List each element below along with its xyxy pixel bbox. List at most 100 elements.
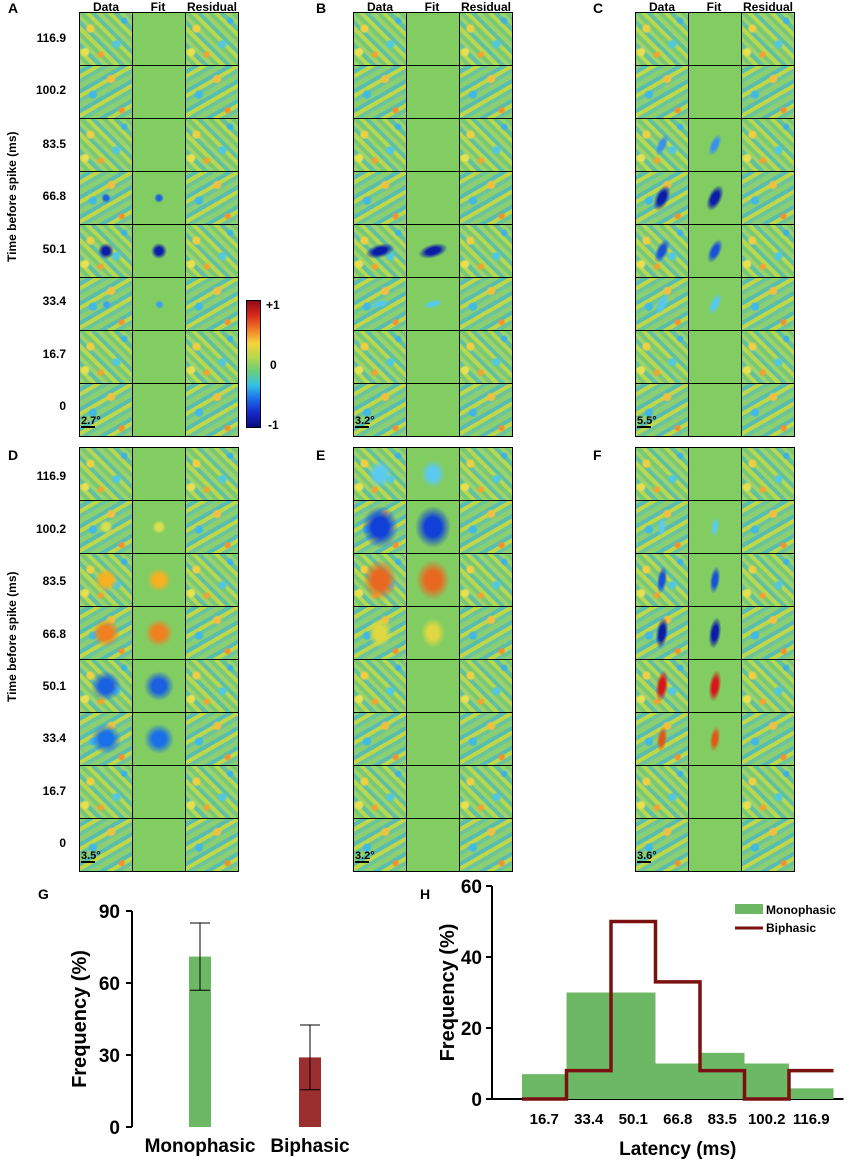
rf-cell-fit bbox=[689, 384, 741, 436]
rf-cell-residual bbox=[460, 501, 512, 553]
rf-cell-fit bbox=[133, 713, 185, 765]
rf-grid-b bbox=[353, 12, 513, 437]
hist-bar-monophasic bbox=[566, 992, 611, 1099]
rf-cell-residual bbox=[742, 713, 794, 765]
rf-blob bbox=[421, 618, 445, 648]
rf-cell-residual bbox=[186, 554, 238, 606]
rf-cell-fit bbox=[133, 766, 185, 818]
rf-cell-fit bbox=[407, 66, 459, 118]
rf-cell-residual bbox=[186, 225, 238, 277]
time-tick: 33.4 bbox=[42, 294, 66, 308]
rf-cell-fit bbox=[133, 172, 185, 224]
rf-cell-residual bbox=[742, 448, 794, 500]
rf-cell-fit bbox=[689, 554, 741, 606]
rf-cell-data bbox=[636, 225, 688, 277]
rf-blob bbox=[368, 618, 392, 648]
y-axis-title: Frequency (%) bbox=[437, 924, 459, 1062]
rf-cell-residual bbox=[742, 331, 794, 383]
rf-blob bbox=[649, 182, 675, 214]
col-head-data: Data bbox=[648, 0, 675, 14]
rf-blob bbox=[91, 724, 121, 754]
rf-cell-data bbox=[80, 819, 132, 871]
rf-cell-data bbox=[354, 448, 406, 500]
rf-cell-residual bbox=[742, 225, 794, 277]
rf-cell-fit bbox=[407, 554, 459, 606]
rf-cell-data bbox=[354, 660, 406, 712]
x-category-label: Biphasic bbox=[270, 1136, 350, 1157]
panel-label-e: E bbox=[316, 447, 326, 463]
hist-bar-monophasic bbox=[655, 1063, 700, 1099]
rf-cell-data bbox=[636, 607, 688, 659]
y-tick-label: 20 bbox=[461, 1019, 482, 1040]
rf-cell-residual bbox=[186, 119, 238, 171]
time-tick: 83.5 bbox=[42, 574, 66, 588]
hist-bar-monophasic bbox=[700, 1052, 745, 1099]
time-tick: 16.7 bbox=[42, 347, 66, 361]
rf-cell-fit bbox=[407, 660, 459, 712]
rf-blob bbox=[144, 671, 174, 701]
rf-cell-data bbox=[80, 713, 132, 765]
rf-cell-fit bbox=[689, 119, 741, 171]
rf-cell-fit bbox=[689, 225, 741, 277]
rf-cell-residual bbox=[460, 607, 512, 659]
rf-blob bbox=[705, 291, 725, 317]
rf-cell-data bbox=[636, 448, 688, 500]
rf-blob bbox=[98, 243, 114, 259]
col-head-data: Data bbox=[92, 0, 119, 14]
rf-cell-fit bbox=[689, 501, 741, 553]
rf-cell-fit bbox=[133, 66, 185, 118]
rf-blob bbox=[154, 193, 164, 203]
rf-grid-e bbox=[353, 447, 513, 872]
scale-bar-line bbox=[355, 861, 369, 863]
step-line-biphasic bbox=[522, 919, 834, 1101]
rf-blob bbox=[94, 568, 118, 592]
rf-blob bbox=[92, 619, 120, 647]
legend: Monophasic Biphasic bbox=[735, 903, 836, 935]
rf-blob bbox=[655, 565, 669, 595]
rf-cell-fit bbox=[689, 819, 741, 871]
rf-cell-data bbox=[80, 225, 132, 277]
rf-blob bbox=[152, 520, 166, 534]
rf-cell-data bbox=[354, 713, 406, 765]
rf-cell-data bbox=[80, 607, 132, 659]
colorbar bbox=[246, 300, 261, 428]
rf-blob bbox=[151, 243, 167, 259]
x-tick-label: 16.7 bbox=[530, 1111, 559, 1128]
rf-cell-data bbox=[636, 119, 688, 171]
rf-cell-residual bbox=[460, 119, 512, 171]
rf-blob bbox=[101, 299, 111, 309]
y-tick-label: 40 bbox=[461, 948, 482, 969]
rf-cell-data bbox=[636, 384, 688, 436]
rf-cell-residual bbox=[186, 607, 238, 659]
rf-cell-residual bbox=[460, 225, 512, 277]
rf-grid-f bbox=[635, 447, 795, 872]
rf-cell-fit bbox=[689, 607, 741, 659]
y-tick-label: 0 bbox=[109, 1118, 120, 1139]
rf-cell-data bbox=[636, 713, 688, 765]
legend-label-monophasic: Monophasic bbox=[766, 903, 836, 917]
y-axis-title: Frequency (%) bbox=[69, 950, 91, 1088]
rf-cell-data bbox=[80, 66, 132, 118]
scale-bar-line bbox=[637, 861, 651, 863]
rf-cell-residual bbox=[186, 278, 238, 330]
rf-blob bbox=[702, 182, 728, 214]
rf-cell-residual bbox=[742, 819, 794, 871]
time-axis-title-top: Time before spike (ms) bbox=[5, 131, 19, 263]
scale-bar-c: 5.5° bbox=[637, 415, 657, 428]
rf-cell-residual bbox=[460, 278, 512, 330]
rf-cell-data bbox=[354, 766, 406, 818]
scale-label: 3.2° bbox=[355, 415, 375, 427]
rf-blob bbox=[706, 669, 724, 703]
x-tick-label: 116.9 bbox=[793, 1111, 830, 1128]
time-tick: 50.1 bbox=[42, 679, 66, 693]
rf-cell-fit bbox=[689, 331, 741, 383]
bar-biphasic bbox=[299, 1057, 321, 1127]
rf-blob bbox=[704, 236, 726, 266]
rf-cell-residual bbox=[186, 501, 238, 553]
col-head-residual: Residual bbox=[186, 0, 237, 14]
rf-cell-residual bbox=[186, 819, 238, 871]
time-tick: 83.5 bbox=[42, 137, 66, 151]
legend-swatch-monophasic bbox=[735, 904, 763, 914]
y-tick-label: 90 bbox=[99, 902, 120, 923]
rf-blob bbox=[363, 560, 397, 600]
